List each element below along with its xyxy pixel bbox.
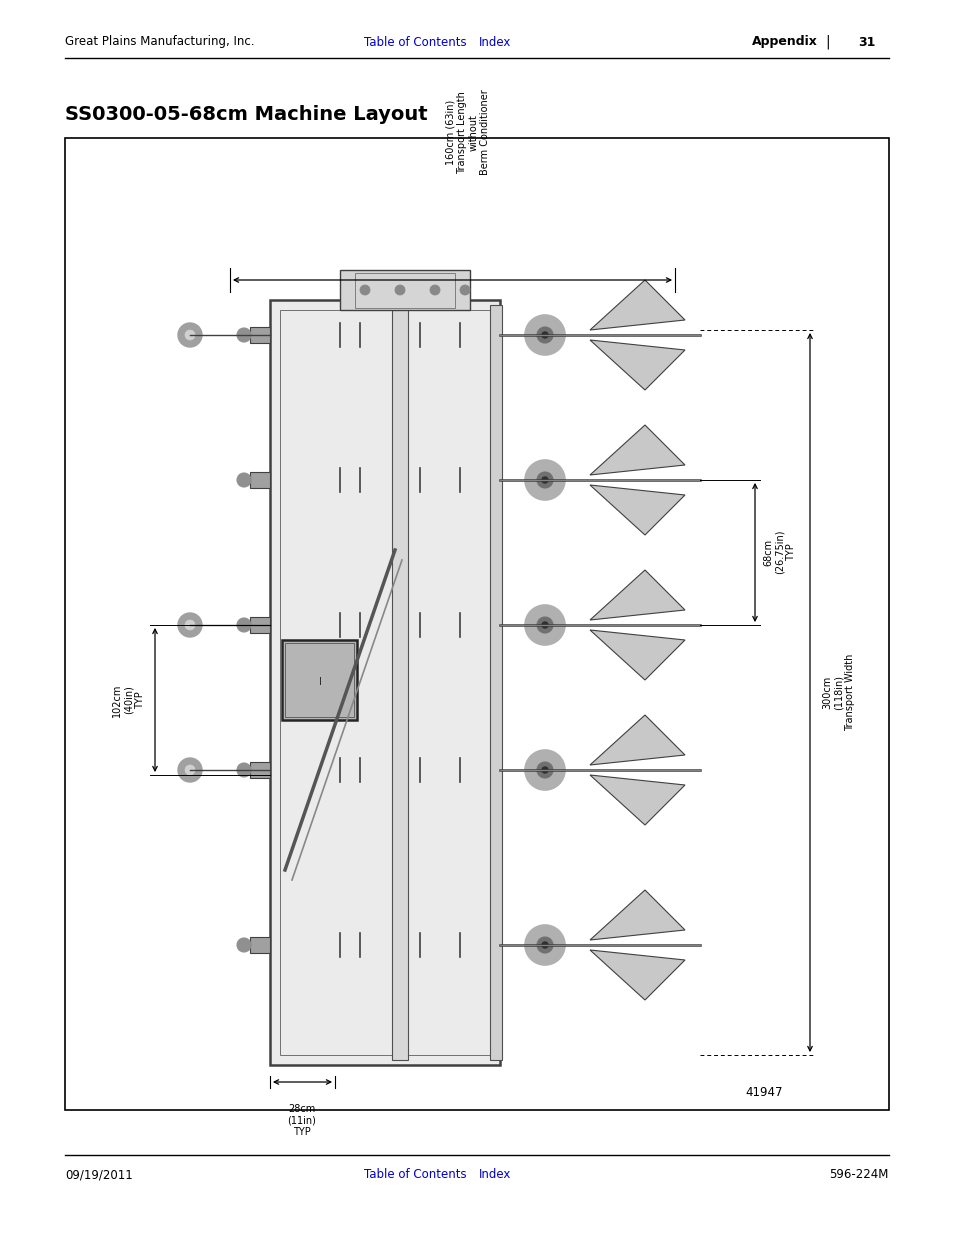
Text: I: I	[318, 677, 321, 687]
Circle shape	[236, 473, 251, 487]
Circle shape	[430, 285, 439, 295]
Polygon shape	[589, 571, 684, 620]
Bar	[250, 762, 270, 778]
Circle shape	[236, 618, 251, 632]
Circle shape	[359, 285, 370, 295]
Bar	[250, 937, 270, 953]
Polygon shape	[589, 890, 684, 940]
Circle shape	[185, 620, 194, 630]
Circle shape	[236, 329, 251, 342]
Text: 68cm
(26.75in)
TYP: 68cm (26.75in) TYP	[762, 530, 796, 574]
Text: SS0300-05-68cm Machine Layout: SS0300-05-68cm Machine Layout	[65, 105, 427, 125]
Circle shape	[541, 767, 547, 773]
Bar	[65, 138, 888, 1110]
Bar	[490, 305, 501, 1060]
Text: 31: 31	[857, 36, 875, 48]
Circle shape	[524, 459, 564, 500]
Bar	[270, 300, 499, 1065]
Circle shape	[537, 937, 553, 953]
Circle shape	[459, 285, 470, 295]
Polygon shape	[589, 630, 684, 680]
Circle shape	[178, 613, 202, 637]
Circle shape	[537, 618, 553, 634]
Text: 28cm
(11in)
TYP: 28cm (11in) TYP	[287, 1104, 316, 1137]
Text: |: |	[825, 35, 829, 49]
Polygon shape	[589, 280, 684, 330]
Text: Great Plains Manufacturing, Inc.: Great Plains Manufacturing, Inc.	[65, 36, 254, 48]
Circle shape	[185, 764, 194, 776]
Text: 160cm (63in)
Transport Length
without
Berm Conditioner: 160cm (63in) Transport Length without Be…	[445, 89, 490, 175]
Circle shape	[524, 605, 564, 645]
Circle shape	[178, 758, 202, 782]
Circle shape	[524, 925, 564, 965]
Bar	[355, 273, 455, 308]
Circle shape	[537, 472, 553, 488]
Bar	[282, 640, 356, 720]
Text: Table of Contents: Table of Contents	[363, 1168, 466, 1182]
Text: 41947: 41947	[744, 1086, 781, 1098]
Circle shape	[524, 315, 564, 354]
Text: 596-224M: 596-224M	[829, 1168, 888, 1182]
Circle shape	[185, 330, 194, 340]
Text: Table of Contents: Table of Contents	[363, 36, 466, 48]
Circle shape	[178, 324, 202, 347]
Circle shape	[524, 750, 564, 790]
Bar	[285, 643, 354, 718]
Bar	[250, 472, 270, 488]
Polygon shape	[589, 340, 684, 390]
Bar	[250, 618, 270, 634]
Circle shape	[537, 762, 553, 778]
Text: 102cm
(40in)
TYP: 102cm (40in) TYP	[112, 683, 145, 716]
Polygon shape	[589, 425, 684, 475]
Bar	[280, 310, 490, 1055]
Text: 300cm
(118in)
Transport Width: 300cm (118in) Transport Width	[821, 653, 854, 731]
Circle shape	[541, 622, 547, 629]
Circle shape	[395, 285, 405, 295]
Polygon shape	[589, 715, 684, 764]
Circle shape	[236, 763, 251, 777]
Circle shape	[541, 477, 547, 483]
Polygon shape	[589, 950, 684, 1000]
Bar	[339, 270, 470, 310]
Circle shape	[236, 939, 251, 952]
Circle shape	[541, 942, 547, 948]
Circle shape	[541, 332, 547, 338]
Polygon shape	[589, 776, 684, 825]
Bar	[392, 305, 408, 1060]
Circle shape	[537, 327, 553, 343]
Text: 09/19/2011: 09/19/2011	[65, 1168, 132, 1182]
Polygon shape	[589, 485, 684, 535]
Text: Index: Index	[478, 36, 511, 48]
Bar	[250, 327, 270, 343]
Text: Index: Index	[478, 1168, 511, 1182]
Text: Appendix: Appendix	[751, 36, 817, 48]
